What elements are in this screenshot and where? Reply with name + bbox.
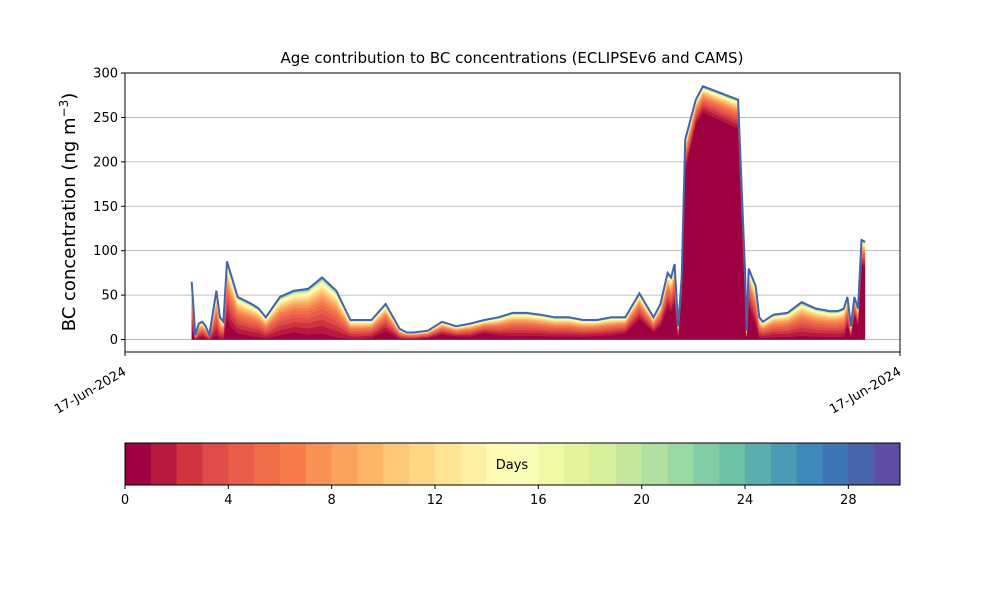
colorbar-swatch-day-27 <box>822 443 849 485</box>
y-tick-label: 100 <box>93 244 118 259</box>
colorbar-swatch-day-19 <box>615 443 643 485</box>
colorbar-swatch-day-8 <box>331 443 358 485</box>
total-concentration-line <box>190 85 866 339</box>
y-tick-label: 150 <box>93 200 118 215</box>
colorbar-swatch-day-4 <box>228 443 255 485</box>
chart-title: Age contribution to BC concentrations (E… <box>281 49 744 67</box>
colorbar-tick-label: 20 <box>633 493 650 508</box>
colorbar-swatch-day-0 <box>125 443 152 485</box>
colorbar-tick-label: 24 <box>737 493 754 508</box>
age-band-area-day-12 <box>191 90 866 337</box>
colorbar-swatch-day-25 <box>770 443 798 485</box>
colorbar-swatch-day-28 <box>848 443 875 485</box>
colorbar-tick-label: 16 <box>530 493 547 508</box>
colorbar-tick-label: 28 <box>840 493 857 508</box>
colorbar-tick-label: 8 <box>328 493 336 508</box>
stacked-areas <box>191 86 866 340</box>
x-axis-ticks: 17-Jun-2024 17-Jun-2024 <box>52 352 904 417</box>
colorbar-swatch-day-14 <box>486 443 513 485</box>
colorbar-swatch-day-26 <box>796 443 823 485</box>
colorbar-frame <box>124 442 901 486</box>
colorbar-swatch-day-2 <box>176 443 203 485</box>
y-tick-label: 0 <box>110 333 118 348</box>
y-tick-label: 50 <box>101 289 118 304</box>
colorbar-swatch-day-17 <box>564 443 591 485</box>
colorbar-swatch-day-24 <box>745 443 772 485</box>
colorbar-label: Days <box>496 458 529 473</box>
colorbar-swatch-day-20 <box>641 443 668 485</box>
plot-frame <box>124 72 901 353</box>
colorbar-swatch-day-16 <box>538 443 565 485</box>
colorbar-ticks: 0 4 8 12 16 20 24 28 <box>121 485 857 508</box>
colorbar-tick-label: 4 <box>224 493 232 508</box>
colorbar-swatch-day-9 <box>357 443 384 485</box>
colorbar-swatch-day-23 <box>719 443 746 485</box>
colorbar-swatch-day-29 <box>874 443 901 485</box>
colorbar-swatch-day-12 <box>435 443 462 485</box>
colorbar-swatch-day-11 <box>409 443 436 485</box>
total-line <box>190 85 866 339</box>
colorbar-swatch-day-7 <box>305 443 333 485</box>
x-tick-label: 17-Jun-2024 <box>827 364 904 417</box>
y-tick-label: 250 <box>93 111 118 126</box>
y-axis-label-end: ) <box>59 93 80 100</box>
colorbar-swatch-day-5 <box>254 443 281 485</box>
y-axis-ticks: 0 50 100 150 200 250 300 <box>93 67 125 348</box>
colorbar-tick-label: 0 <box>121 493 129 508</box>
colorbar-swatch-day-1 <box>150 443 178 485</box>
colorbar-swatch-day-6 <box>280 443 307 485</box>
y-axis-label: BC concentration (ng m−3) <box>57 93 80 332</box>
x-tick-label: 17-Jun-2024 <box>52 364 129 417</box>
y-tick-label: 200 <box>93 155 118 170</box>
colorbar <box>125 443 901 485</box>
colorbar-swatch-day-22 <box>693 443 720 485</box>
colorbar-swatch-day-3 <box>202 443 229 485</box>
colorbar-swatch-day-10 <box>383 443 410 485</box>
colorbar-swatch-day-21 <box>667 443 694 485</box>
y-tick-label: 300 <box>93 67 118 82</box>
colorbar-swatch-day-18 <box>590 443 617 485</box>
colorbar-swatch-day-15 <box>512 443 539 485</box>
colorbar-swatch-day-13 <box>460 443 488 485</box>
y-axis-label-main: BC concentration (ng m <box>59 117 80 331</box>
y-axis-label-superscript: −3 <box>57 100 71 118</box>
colorbar-tick-label: 12 <box>427 493 444 508</box>
